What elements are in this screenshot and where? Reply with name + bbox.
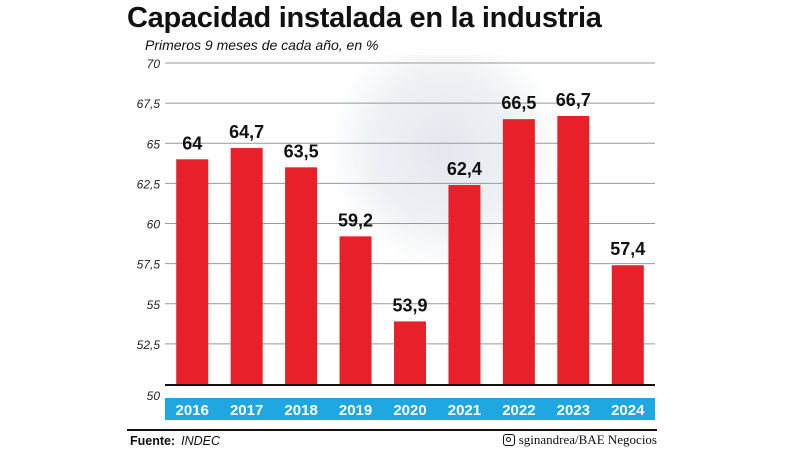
bar-2016 xyxy=(176,159,209,384)
y-tick-label: 50 xyxy=(147,389,161,403)
bar-2017 xyxy=(230,148,263,384)
y-tick-label: 52,5 xyxy=(137,338,161,352)
data-label: 66,7 xyxy=(556,90,591,110)
data-label: 66,5 xyxy=(501,93,536,113)
x-tick-label: 2018 xyxy=(284,402,317,419)
x-tick-label: 2023 xyxy=(557,402,590,419)
y-tick-label: 70 xyxy=(147,57,161,71)
source-value: INDEC xyxy=(181,434,221,448)
data-label: 59,2 xyxy=(338,210,373,230)
y-tick-label: 65 xyxy=(147,137,161,151)
bar-2019 xyxy=(339,236,372,384)
x-tick-label: 2019 xyxy=(339,402,372,419)
data-label: 64 xyxy=(182,133,202,153)
credit: sginandrea/BAE Negocios xyxy=(502,432,657,448)
chart-subtitle: Primeros 9 meses de cada año, en % xyxy=(145,37,379,53)
x-tick-label: 2016 xyxy=(176,402,209,419)
instagram-icon xyxy=(502,434,515,446)
credit-text: sginandrea/BAE Negocios xyxy=(518,432,657,447)
x-tick-label: 2021 xyxy=(448,402,481,419)
x-tick-label: 2020 xyxy=(393,402,426,419)
y-tick-label: 57,5 xyxy=(137,258,161,272)
x-axis-band xyxy=(165,398,655,420)
bar-2023 xyxy=(557,115,590,384)
chart-title: Capacidad instalada en la industria xyxy=(127,2,602,34)
y-tick-label: 60 xyxy=(147,218,161,232)
y-tick-label: 67,5 xyxy=(137,97,161,111)
x-tick-label: 2024 xyxy=(611,402,645,419)
bar-2022 xyxy=(502,119,535,385)
bar-2021 xyxy=(448,184,481,384)
source-note: Fuente: INDEC xyxy=(130,434,220,448)
bar-2018 xyxy=(285,167,318,384)
footer-divider xyxy=(127,429,657,431)
bar-2024 xyxy=(611,265,644,384)
y-tick-label: 55 xyxy=(147,298,161,312)
y-tick-label: 62,5 xyxy=(137,177,161,191)
data-label: 53,9 xyxy=(392,295,427,315)
data-label: 62,4 xyxy=(447,159,482,179)
x-tick-label: 2022 xyxy=(502,402,535,419)
data-label: 57,4 xyxy=(610,239,645,259)
data-label: 63,5 xyxy=(284,141,319,161)
source-label: Fuente: xyxy=(130,434,176,448)
bar-2020 xyxy=(394,321,426,384)
x-tick-label: 2017 xyxy=(230,402,263,419)
data-label: 64,7 xyxy=(229,122,264,142)
